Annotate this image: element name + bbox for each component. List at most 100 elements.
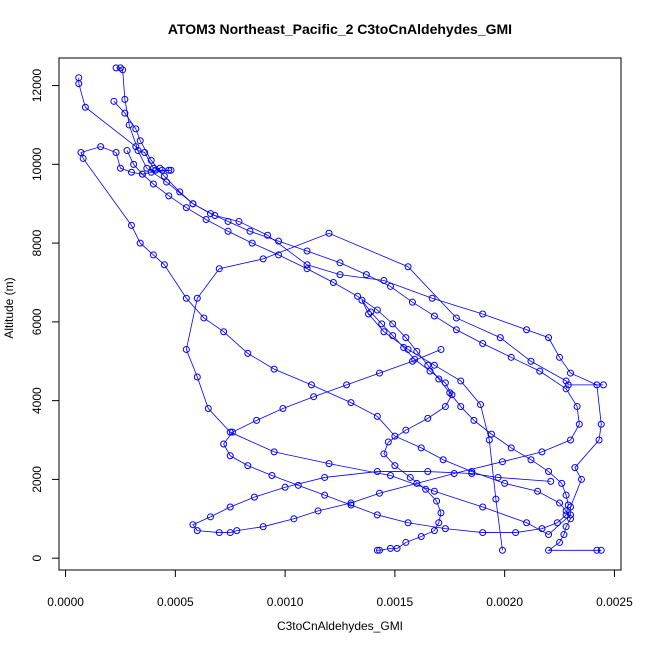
data-point <box>404 345 412 353</box>
data-point <box>347 501 355 509</box>
data-point <box>281 483 289 491</box>
data-point <box>279 405 287 413</box>
data-point <box>253 416 261 424</box>
data-point <box>468 468 476 476</box>
data-point <box>380 450 388 458</box>
data-point <box>441 525 449 533</box>
data-point <box>545 468 553 476</box>
data-point <box>182 345 190 353</box>
data-point <box>134 147 142 155</box>
data-point <box>404 519 412 527</box>
data-point <box>373 511 381 519</box>
data-point <box>452 326 460 334</box>
data-point <box>165 166 173 174</box>
x-tick-label: 0.0010 <box>267 595 304 609</box>
data-point <box>329 278 337 286</box>
data-point <box>479 529 487 537</box>
data-point <box>336 271 344 279</box>
y-tick-label: 8000 <box>30 229 44 256</box>
data-point <box>498 546 506 554</box>
series-line <box>361 299 503 551</box>
data-point <box>599 381 607 389</box>
data-point <box>77 149 85 157</box>
data-point <box>479 503 487 511</box>
data-point <box>417 444 425 452</box>
data-point <box>189 200 197 208</box>
data-point <box>430 487 438 495</box>
data-point <box>523 519 531 527</box>
x-axis-label: C3toCnAldehydes_GMI <box>277 619 403 633</box>
data-point <box>564 501 572 509</box>
data-point <box>167 166 175 174</box>
data-point <box>215 265 223 273</box>
data-point <box>215 529 223 537</box>
data-point <box>492 495 500 503</box>
data-point <box>527 357 535 365</box>
y-tick-label: 2000 <box>30 466 44 493</box>
x-tick-label: 0.0000 <box>47 595 84 609</box>
data-point <box>224 217 232 225</box>
series-5 <box>358 296 506 554</box>
data-point <box>437 345 445 353</box>
data-point <box>577 475 585 483</box>
data-point <box>343 381 351 389</box>
data-point <box>373 468 381 476</box>
data-point <box>235 217 243 225</box>
data-point <box>487 430 495 438</box>
data-point <box>250 493 258 501</box>
data-point <box>527 456 535 464</box>
data-point <box>435 375 443 383</box>
data-point <box>435 519 443 527</box>
data-point <box>264 231 272 239</box>
data-point <box>147 168 155 176</box>
data-point <box>112 149 120 157</box>
data-point <box>393 544 401 552</box>
data-point <box>176 188 184 196</box>
y-axis: 0 2000 4000 6000 8000 10000 12000 <box>30 69 60 562</box>
data-point <box>270 448 278 456</box>
data-point <box>593 381 601 389</box>
data-point <box>160 261 168 269</box>
data-point <box>354 292 362 300</box>
data-point <box>303 265 311 273</box>
data-point <box>523 326 531 334</box>
data-point <box>553 519 561 527</box>
data-point <box>477 401 484 409</box>
data-point <box>220 328 228 336</box>
data-point <box>310 393 318 401</box>
data-point <box>367 308 375 316</box>
data-point <box>430 527 438 535</box>
data-point <box>259 523 267 531</box>
series-2 <box>77 64 605 554</box>
data-point <box>373 546 381 554</box>
data-point <box>562 511 570 519</box>
data-point <box>556 499 564 507</box>
data-point <box>182 294 190 302</box>
data-point <box>204 405 212 413</box>
data-point <box>259 255 267 263</box>
data-point <box>538 525 546 533</box>
data-point <box>376 369 384 377</box>
data-point <box>294 481 302 489</box>
data-point <box>556 353 564 361</box>
data-point <box>512 529 520 537</box>
data-point <box>248 239 256 247</box>
data-point <box>556 538 564 546</box>
data-point <box>123 147 131 155</box>
data-point <box>428 294 436 302</box>
data-point <box>389 320 397 328</box>
data-point <box>152 166 160 174</box>
data-point <box>233 527 241 535</box>
data-point <box>567 515 575 523</box>
data-point <box>430 361 438 369</box>
data-point <box>373 412 381 420</box>
data-point <box>507 444 515 452</box>
data-point <box>545 334 553 342</box>
data-point <box>244 349 252 357</box>
data-point <box>597 546 605 554</box>
data-point <box>441 379 449 387</box>
data-point <box>110 97 118 105</box>
data-point <box>538 448 546 456</box>
data-point <box>75 80 83 88</box>
